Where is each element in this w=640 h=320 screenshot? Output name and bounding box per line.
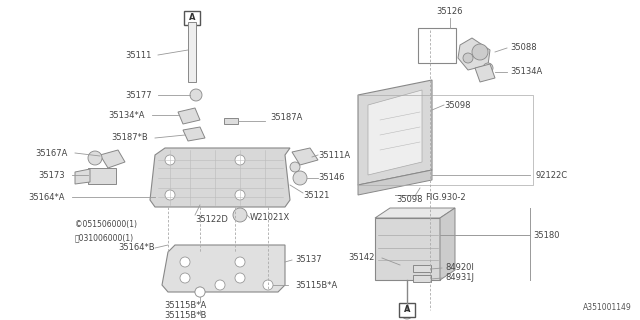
Bar (399, 303, 415, 317)
Polygon shape (358, 170, 432, 195)
Circle shape (215, 280, 225, 290)
Polygon shape (178, 108, 200, 124)
Circle shape (190, 89, 202, 101)
Text: 35115B*B: 35115B*B (164, 310, 206, 319)
Polygon shape (458, 38, 490, 70)
Circle shape (290, 162, 300, 172)
Text: W21021X: W21021X (250, 213, 291, 222)
Circle shape (180, 257, 190, 267)
Text: 35187A: 35187A (270, 114, 302, 123)
Text: 35134*A: 35134*A (109, 110, 145, 119)
Polygon shape (368, 90, 422, 175)
Bar (184, 11, 200, 25)
Text: 35187*B: 35187*B (111, 133, 148, 142)
Bar (413, 275, 431, 282)
Text: 35137: 35137 (295, 255, 322, 265)
Polygon shape (440, 208, 455, 280)
Text: 35098: 35098 (444, 100, 470, 109)
Polygon shape (100, 150, 125, 168)
Circle shape (235, 155, 245, 165)
Text: 35121: 35121 (303, 190, 330, 199)
Text: A: A (189, 13, 195, 22)
Bar (88, 168, 116, 184)
Text: 35115B*A: 35115B*A (295, 281, 337, 290)
Circle shape (165, 190, 175, 200)
Circle shape (472, 44, 488, 60)
Text: 84920I: 84920I (445, 263, 474, 273)
Text: 35164*A: 35164*A (29, 193, 65, 202)
Polygon shape (358, 80, 432, 185)
Text: 35098: 35098 (397, 196, 423, 204)
Polygon shape (75, 169, 90, 184)
Text: 35167A: 35167A (36, 148, 68, 157)
Text: Ⓦ031006000(1): Ⓦ031006000(1) (75, 234, 134, 243)
Text: FIG.930-2: FIG.930-2 (425, 194, 466, 203)
Circle shape (235, 190, 245, 200)
Text: 35111: 35111 (125, 51, 152, 60)
Circle shape (293, 171, 307, 185)
Circle shape (235, 273, 245, 283)
Polygon shape (475, 64, 495, 82)
Circle shape (180, 273, 190, 283)
Circle shape (401, 307, 413, 319)
Circle shape (88, 151, 102, 165)
Circle shape (235, 257, 245, 267)
Text: 35115B*A: 35115B*A (164, 300, 206, 309)
Circle shape (165, 155, 175, 165)
Bar (413, 265, 431, 272)
Circle shape (463, 53, 473, 63)
Bar (418, 28, 456, 63)
Text: 35122D: 35122D (195, 215, 228, 224)
Text: 35111A: 35111A (318, 150, 350, 159)
Text: 35164*B: 35164*B (118, 244, 155, 252)
Polygon shape (162, 245, 285, 292)
Circle shape (263, 280, 273, 290)
Bar (358, 95, 533, 185)
Polygon shape (375, 218, 440, 280)
Circle shape (195, 287, 205, 297)
Text: ©051506000(1): ©051506000(1) (75, 220, 137, 229)
Text: 84931J: 84931J (445, 274, 474, 283)
Circle shape (483, 63, 493, 73)
Polygon shape (375, 208, 455, 218)
Text: 92122C: 92122C (535, 171, 567, 180)
Text: 35134A: 35134A (510, 68, 542, 76)
Text: 35177: 35177 (125, 91, 152, 100)
Polygon shape (150, 148, 290, 207)
Text: 35173: 35173 (38, 171, 65, 180)
Text: 35146: 35146 (318, 173, 344, 182)
Text: A: A (404, 306, 410, 315)
Text: 35180: 35180 (533, 230, 559, 239)
Text: 35126: 35126 (436, 7, 463, 17)
Polygon shape (292, 148, 318, 165)
Bar (224, 118, 238, 124)
Polygon shape (183, 127, 205, 141)
Text: A351001149: A351001149 (583, 303, 632, 312)
Text: 35142: 35142 (349, 253, 375, 262)
Circle shape (195, 287, 205, 297)
Bar (188, 22, 196, 82)
Text: 35088: 35088 (510, 44, 536, 52)
Circle shape (233, 208, 247, 222)
